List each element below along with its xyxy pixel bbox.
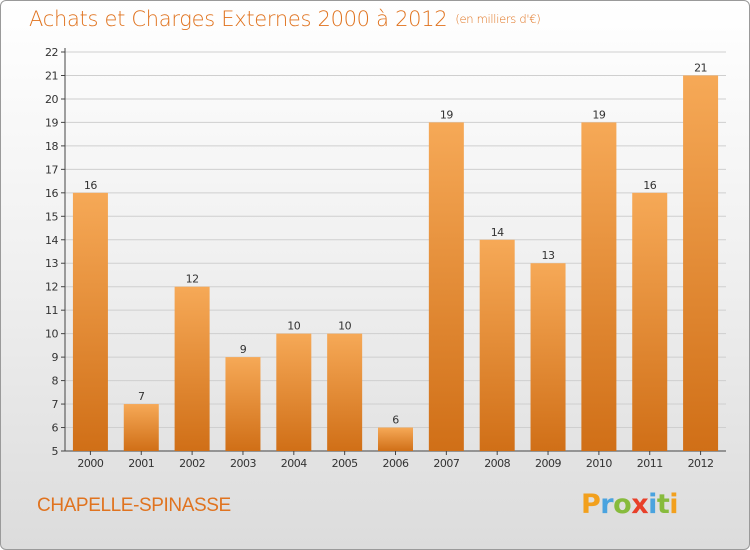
y-tick-label: 19 — [45, 116, 58, 129]
bar-2007 — [428, 122, 464, 451]
bar-2005 — [327, 333, 363, 451]
bar-2003 — [225, 357, 261, 451]
y-tick-label: 9 — [52, 351, 59, 364]
commune-name: CHAPELLE-SPINASSE — [37, 495, 231, 516]
chart-title-text: Achats et Charges Externes 2000 à 2012 — [29, 7, 448, 31]
y-tick-label: 6 — [52, 422, 59, 435]
bar-2001 — [123, 404, 159, 451]
bars — [72, 75, 719, 452]
bar-2006 — [378, 427, 413, 451]
labels: 16 2000 7 2001 12 2002 9 2003 10 2004 10 2005 6 2006 1… — [77, 61, 714, 470]
x-tick-label-2008: 2008 — [484, 457, 510, 470]
bar-2008 — [479, 239, 515, 451]
y-tick-label: 7 — [52, 398, 59, 411]
value-label-2011: 16 — [643, 179, 656, 192]
value-label-2012: 21 — [694, 61, 707, 74]
value-label-2005: 10 — [338, 320, 351, 333]
y-tick-label: 8 — [52, 375, 59, 388]
value-label-2002: 12 — [186, 273, 199, 286]
x-tick-label-2003: 2003 — [230, 457, 256, 470]
x-tick-label-2005: 2005 — [332, 457, 358, 470]
x-tick-label-2001: 2001 — [128, 457, 154, 470]
x-tick-label-2012: 2012 — [688, 457, 714, 470]
y-tick-label: 21 — [45, 69, 58, 82]
value-label-2001: 7 — [138, 390, 145, 403]
x-tick-label-2006: 2006 — [383, 457, 409, 470]
y-tick-label: 22 — [45, 46, 58, 59]
value-label-2007: 19 — [440, 108, 453, 121]
proxiti-logo: Proxiti — [581, 489, 679, 520]
x-tick-label-2009: 2009 — [535, 457, 561, 470]
x-tick-label-2010: 2010 — [586, 457, 612, 470]
axes: 5 6 7 8 9 10 11 12 13 14 15 16 17 18 19 20 21 22 — [45, 46, 726, 458]
y-tick-label: 14 — [45, 234, 58, 247]
value-label-2003: 9 — [240, 343, 247, 356]
y-tick-label: 10 — [45, 328, 58, 341]
bar-2011 — [632, 192, 668, 451]
bar-2000 — [72, 192, 108, 451]
grid-lines — [65, 51, 726, 452]
x-tick-label-2000: 2000 — [77, 457, 103, 470]
y-tick-label: 12 — [45, 281, 58, 294]
chart-subtitle: (en milliers d'€) — [455, 12, 541, 26]
value-label-2000: 16 — [84, 179, 97, 192]
plot-area — [65, 52, 726, 451]
value-label-2009: 13 — [542, 249, 555, 262]
value-label-2008: 14 — [491, 226, 504, 239]
bar-2010 — [581, 122, 617, 451]
y-tick-label: 15 — [45, 210, 58, 223]
x-tick-label-2011: 2011 — [637, 457, 663, 470]
value-label-2006: 6 — [392, 414, 399, 427]
bar-2009 — [530, 263, 566, 451]
bar-2004 — [276, 333, 312, 451]
y-tick-label: 17 — [45, 163, 58, 176]
y-tick-label: 11 — [45, 304, 58, 317]
y-tick-label: 13 — [45, 257, 58, 270]
bar-2002 — [174, 286, 210, 451]
value-label-2004: 10 — [287, 320, 300, 333]
y-tick-label: 18 — [45, 140, 58, 153]
chart-title: Achats et Charges Externes 2000 à 2012 (e… — [29, 7, 541, 31]
x-tick-label-2007: 2007 — [433, 457, 459, 470]
y-tick-label: 5 — [52, 445, 59, 458]
y-tick-label: 16 — [45, 187, 58, 200]
bar-2012 — [683, 75, 719, 452]
x-tick-label-2004: 2004 — [281, 457, 307, 470]
value-label-2010: 19 — [592, 108, 605, 121]
x-tick-label-2002: 2002 — [179, 457, 205, 470]
y-tick-label: 20 — [45, 93, 58, 106]
